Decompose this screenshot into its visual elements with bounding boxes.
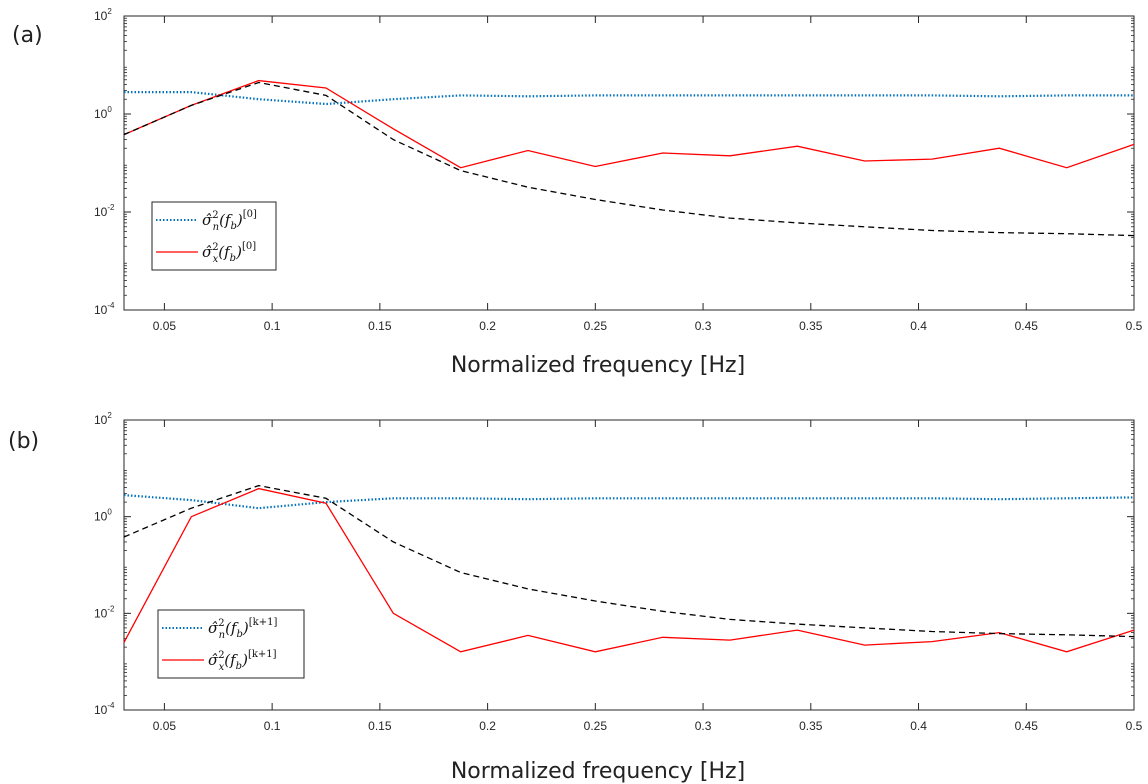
legend-entry: σ̂2 n(fb)[0] <box>202 209 257 233</box>
legend-box <box>151 201 277 271</box>
y-tick-label: 100 <box>94 105 112 121</box>
series-layer-b <box>123 484 1135 653</box>
x-tick-label: 0.25 <box>584 719 608 733</box>
legend-b: σ̂2 n(fb)[k+1] σ̂2 x(fb)[k+1] <box>157 609 305 679</box>
ticks-b: 0.05 0.1 0.15 0.2 0.25 0.3 0.35 0.4 0.45 0.5 10-4 1… <box>94 411 1143 733</box>
y-tick-label: 102 <box>94 7 112 23</box>
plot-area-a <box>123 15 1135 311</box>
x-tick-label: 0.1 <box>264 719 281 733</box>
x-tick-label: 0.5 <box>1126 319 1143 333</box>
panel-label-b: (b) <box>8 429 39 454</box>
legend-entry: σ̂2 x(fb)[0] <box>202 241 256 265</box>
x-tick-label: 0.4 <box>910 319 927 333</box>
x-tick-label: 0.1 <box>264 319 281 333</box>
series-line-solid <box>123 79 1135 169</box>
x-tick-label: 0.25 <box>584 319 608 333</box>
x-axis-label-a: Normalized frequency [Hz] <box>451 353 745 378</box>
x-tick-label: 0.45 <box>1015 319 1039 333</box>
x-tick-label: 0.35 <box>799 319 823 333</box>
series-layer-a <box>123 79 1135 237</box>
chart-panel-a: (a) 0.05 0.1 0.15 0.2 0.25 0.3 0.35 0.4 0.45 0.5 1… <box>12 7 1143 378</box>
x-tick-label: 0.4 <box>910 719 927 733</box>
x-tick-label: 0.3 <box>695 719 712 733</box>
y-tick-label: 10-2 <box>94 604 115 620</box>
ticks-a: 0.05 0.1 0.15 0.2 0.25 0.3 0.35 0.4 0.45 0.5 10-4 1… <box>94 7 1143 333</box>
x-tick-label: 0.2 <box>479 719 496 733</box>
y-tick-label: 10-2 <box>94 203 115 219</box>
legend-entry: σ̂2 n(fb)[k+1] <box>208 617 277 641</box>
series-line-solid <box>123 487 1135 653</box>
y-tick-label: 10-4 <box>94 701 115 717</box>
x-tick-label: 0.35 <box>799 719 823 733</box>
x-axis-label-b: Normalized frequency [Hz] <box>451 759 745 784</box>
x-tick-label: 0.05 <box>153 719 177 733</box>
x-tick-label: 0.15 <box>368 319 392 333</box>
x-tick-label: 0.15 <box>368 719 392 733</box>
x-tick-label: 0.45 <box>1015 719 1039 733</box>
legend-a: σ̂2 n(fb)[0] σ̂2 x(fb)[0] <box>151 201 277 271</box>
y-tick-label: 102 <box>94 411 112 427</box>
chart-panel-b: (b) 0.05 0.1 0.15 0.2 0.25 0.3 0.35 0.4 0.45 0.5 1… <box>8 411 1143 784</box>
panel-label-a: (a) <box>12 23 43 48</box>
legend-entry: σ̂2 x(fb)[k+1] <box>208 649 277 673</box>
y-tick-label: 100 <box>94 508 112 524</box>
legend-box <box>157 609 305 679</box>
y-tick-label: 10-4 <box>94 301 115 317</box>
x-tick-label: 0.05 <box>153 319 177 333</box>
series-line-dotted <box>123 494 1135 510</box>
x-tick-label: 0.5 <box>1126 719 1143 733</box>
series-line-dotted <box>124 90 1134 106</box>
x-tick-label: 0.2 <box>479 319 496 333</box>
x-tick-label: 0.3 <box>695 319 712 333</box>
